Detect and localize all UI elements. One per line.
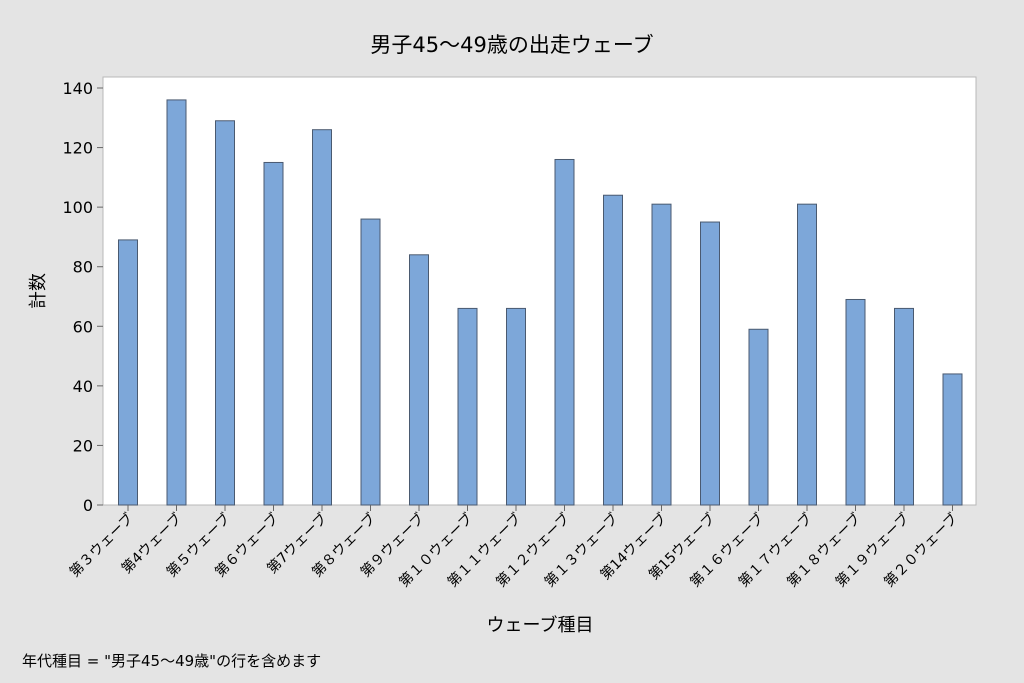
y-tick-label: 0 [83,496,93,515]
bar-series [118,99,963,506]
footnote: 年代種目 = "男子45～49歳"の行を含めます [22,652,321,670]
bar [360,218,381,506]
plot-area [102,76,977,506]
y-tick-label: 20 [73,436,93,455]
x-axis-label: ウェーブ種目 [487,614,594,636]
y-tick-label: 80 [73,258,93,277]
bar [506,307,526,506]
bar [554,158,575,506]
bar [748,328,769,506]
y-axis: 0 20 40 60 80 100 120 140 [62,79,103,515]
bar [457,307,478,506]
y-tick-label: 120 [62,139,93,158]
bar [166,99,187,506]
y-tick-label: 40 [73,377,93,396]
bar [215,120,235,506]
chart-title: 男子45～49歳の出走ウェーブ [370,33,653,57]
y-tick-label: 100 [62,198,93,217]
bar [845,298,866,506]
bar [894,307,914,506]
bar [118,239,138,506]
bar [312,129,332,506]
bar [700,221,720,506]
bar [942,373,963,506]
y-tick-label: 60 [73,317,93,336]
bar [797,203,817,506]
x-axis: 第３ウェーブ第4ウェーブ第５ウェーブ第６ウェーブ第7ウェーブ第８ウェーブ第９ウェ… [66,505,961,591]
y-axis-label: 計数 [28,273,49,309]
y-tick-label: 140 [62,79,93,98]
bar [263,161,284,506]
bar [651,203,672,506]
bar [603,194,623,506]
bar [409,254,429,506]
